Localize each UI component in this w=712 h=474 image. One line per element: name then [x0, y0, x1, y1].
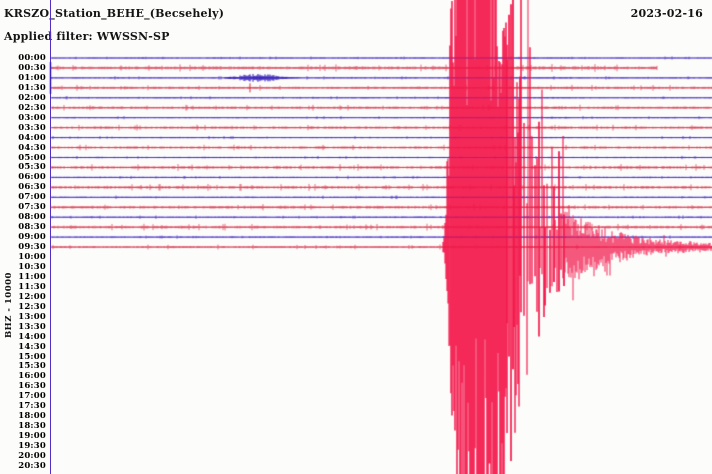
- helicorder-screen: KRSZO_Station_BEHE_(Becsehely) 2023-02-1…: [0, 0, 712, 474]
- seismogram-canvas: [0, 0, 712, 474]
